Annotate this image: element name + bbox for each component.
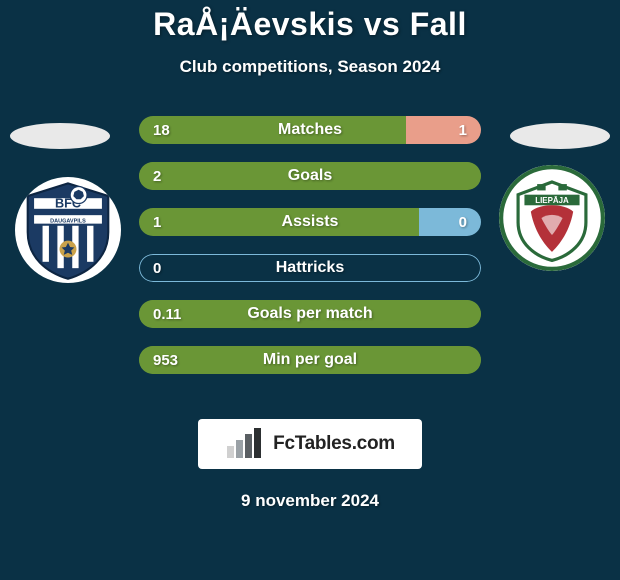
stat-bar-fill-left — [139, 300, 481, 328]
team-right-badge: LIEPĀJA — [499, 165, 605, 271]
comparison-stage: BFC DAUGAVPILS LIEPĀJA Matches181 Goals2 A… — [0, 115, 620, 415]
bfc-daugavpils-crest-icon: BFC DAUGAVPILS — [15, 177, 121, 283]
stat-bar-value-left: 0 — [153, 254, 161, 282]
team-left-badge: BFC DAUGAVPILS — [15, 177, 121, 283]
crest-text-daugavpils: DAUGAVPILS — [50, 219, 86, 225]
stat-bar-fill-left — [139, 116, 406, 144]
svg-text:LIEPĀJA: LIEPĀJA — [535, 196, 569, 205]
team-left-shadow-pill — [10, 123, 110, 149]
stat-bar-outline — [139, 254, 481, 282]
stat-bar: Matches181 — [138, 115, 482, 145]
fk-liepaja-crest-icon: LIEPĀJA — [499, 165, 605, 271]
bars-icon — [225, 428, 265, 460]
stat-bar-fill-right — [419, 208, 481, 236]
stat-bar-fill-left — [139, 208, 419, 236]
team-right-shadow-pill — [510, 123, 610, 149]
fctables-watermark: FcTables.com — [198, 419, 422, 469]
stat-bar: Goals2 — [138, 161, 482, 191]
date-text: 9 november 2024 — [0, 491, 620, 511]
stat-bar-label: Hattricks — [139, 254, 481, 282]
stat-bars: Matches181 Goals2 Assists10 Hattricks0 Goals… — [138, 115, 482, 391]
watermark-text: FcTables.com — [273, 433, 395, 455]
page-subtitle: Club competitions, Season 2024 — [0, 57, 620, 77]
stat-bar: Assists10 — [138, 207, 482, 237]
stat-bar: Min per goal953 — [138, 345, 482, 375]
stat-bar-fill-left — [139, 346, 481, 374]
stat-bar-fill-right — [406, 116, 481, 144]
page-title: RaÅ¡Äevskis vs Fall — [0, 0, 620, 43]
stat-bar: Hattricks0 — [138, 253, 482, 283]
stat-bar: Goals per match0.11 — [138, 299, 482, 329]
stat-bar-fill-left — [139, 162, 481, 190]
